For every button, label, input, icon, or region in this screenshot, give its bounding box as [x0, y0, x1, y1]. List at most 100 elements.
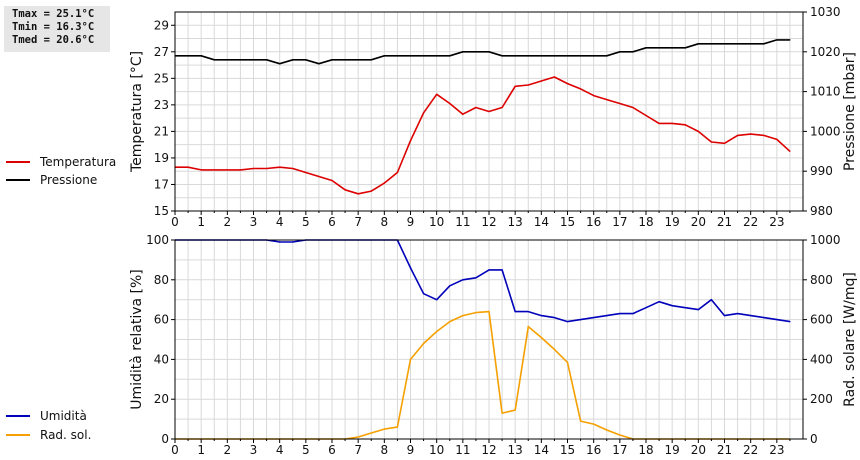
data-point-top-0 [331, 179, 333, 182]
data-point-top-1 [475, 51, 477, 53]
top-y-axis-title: Temperatura [°C] [129, 51, 145, 173]
legend-swatch-umidita [6, 415, 30, 417]
data-point-top-1 [279, 63, 281, 65]
bottom-x-tick-label: 12 [481, 443, 496, 457]
data-point-bottom-0 [423, 293, 425, 295]
data-point-bottom-1 [396, 426, 398, 428]
data-point-bottom-0 [449, 285, 451, 287]
data-point-bottom-0 [658, 301, 660, 303]
bottom-y-tick-label: 100 [146, 233, 169, 247]
data-point-bottom-0 [606, 315, 608, 317]
data-point-bottom-0 [580, 319, 582, 321]
data-point-bottom-0 [514, 311, 516, 313]
data-point-top-0 [436, 93, 438, 95]
data-point-top-1 [710, 43, 713, 45]
series-line-top-0 [175, 76, 791, 195]
data-point-top-1 [344, 59, 346, 61]
top-x-tick-label: 21 [717, 215, 732, 229]
top-y-tick-label: 21 [154, 124, 169, 138]
bottom-x-tick-label: 5 [302, 443, 310, 457]
data-point-top-1 [383, 55, 385, 57]
data-point-top-0 [737, 134, 739, 136]
tmax-text: Tmax = 25.1°C [12, 8, 95, 20]
top-y-tick-label: 23 [154, 98, 169, 112]
data-point-top-1 [553, 55, 556, 57]
data-point-top-1 [750, 43, 752, 45]
data-point-top-1 [357, 59, 359, 61]
data-point-bottom-0 [279, 241, 281, 243]
bottom-x-tick-label: 22 [743, 443, 758, 457]
data-point-top-0 [344, 189, 346, 191]
bottom-x-tick-label: 9 [407, 443, 415, 457]
bottom-x-tick-label: 17 [612, 443, 627, 457]
data-point-bottom-1 [566, 361, 569, 363]
data-point-top-1 [671, 47, 673, 49]
data-point-top-0 [462, 113, 464, 115]
data-point-bottom-0 [527, 311, 529, 313]
bottom-x-tick-label: 19 [665, 443, 680, 457]
top-x-tick-label: 17 [612, 215, 627, 229]
legend-radsol: Rad. sol. [6, 427, 91, 443]
data-point-top-1 [305, 59, 307, 61]
data-point-bottom-0 [488, 269, 490, 271]
data-point-top-1 [213, 59, 215, 61]
data-point-bottom-1 [436, 330, 438, 333]
data-point-bottom-0 [566, 321, 569, 323]
data-point-top-1 [436, 55, 438, 57]
data-point-bottom-1 [553, 348, 556, 350]
data-point-top-0 [187, 166, 189, 168]
data-point-top-1 [409, 55, 412, 57]
data-point-bottom-0 [710, 299, 713, 301]
data-point-top-1 [763, 43, 765, 45]
data-point-bottom-1 [580, 420, 582, 422]
data-point-top-1 [462, 51, 464, 53]
bottom-y-axis-title: Umidità relativa [%] [129, 269, 145, 410]
top-y-tick-label: 19 [154, 151, 169, 165]
data-point-top-0 [514, 85, 516, 87]
data-point-top-0 [580, 88, 582, 90]
top-x-tick-label: 10 [429, 215, 444, 229]
data-point-top-1 [449, 55, 451, 57]
top-y2-tick-label: 1020 [810, 45, 841, 59]
top-x-tick-label: 15 [560, 215, 575, 229]
data-point-bottom-0 [593, 317, 595, 319]
legend-label-pressione: Pressione [40, 173, 98, 187]
bottom-x-tick-label: 1 [197, 443, 205, 457]
legend-label-temperatura: Temperatura [40, 155, 117, 169]
data-point-bottom-0 [409, 267, 412, 269]
data-point-bottom-1 [357, 436, 359, 438]
data-point-bottom-1 [501, 412, 503, 414]
top-x-tick-label: 22 [743, 215, 758, 229]
data-point-top-1 [370, 59, 372, 61]
top-x-tick-label: 18 [638, 215, 653, 229]
data-point-top-1 [423, 55, 425, 57]
data-point-top-1 [252, 59, 255, 61]
series-line-bottom-0 [175, 239, 791, 323]
data-point-top-1 [514, 55, 516, 57]
bottom-y2-tick-label: 400 [810, 352, 833, 366]
bottom-y-tick-label: 60 [154, 313, 169, 327]
data-point-bottom-1 [409, 358, 412, 360]
bottom-x-tick-label: 4 [276, 443, 284, 457]
top-x-tick-label: 13 [508, 215, 523, 229]
top-x-tick-label: 20 [691, 215, 706, 229]
data-point-top-1 [396, 55, 398, 57]
bottom-x-tick-label: 16 [586, 443, 601, 457]
data-point-top-0 [318, 175, 320, 178]
bottom-y2-tick-label: 200 [810, 392, 833, 406]
bottom-x-tick-label: 8 [381, 443, 389, 457]
data-point-top-1 [501, 55, 503, 57]
data-point-top-0 [488, 110, 490, 113]
data-point-bottom-1 [383, 428, 385, 430]
data-point-top-0 [239, 169, 241, 171]
top-y2-tick-label: 990 [810, 164, 833, 178]
data-point-top-0 [475, 106, 477, 109]
data-point-top-0 [423, 112, 425, 114]
data-point-bottom-1 [462, 315, 464, 317]
data-point-top-0 [357, 193, 359, 195]
data-point-top-0 [632, 106, 634, 109]
data-point-top-0 [213, 169, 215, 171]
data-point-bottom-0 [462, 279, 464, 281]
data-point-top-1 [488, 51, 490, 53]
